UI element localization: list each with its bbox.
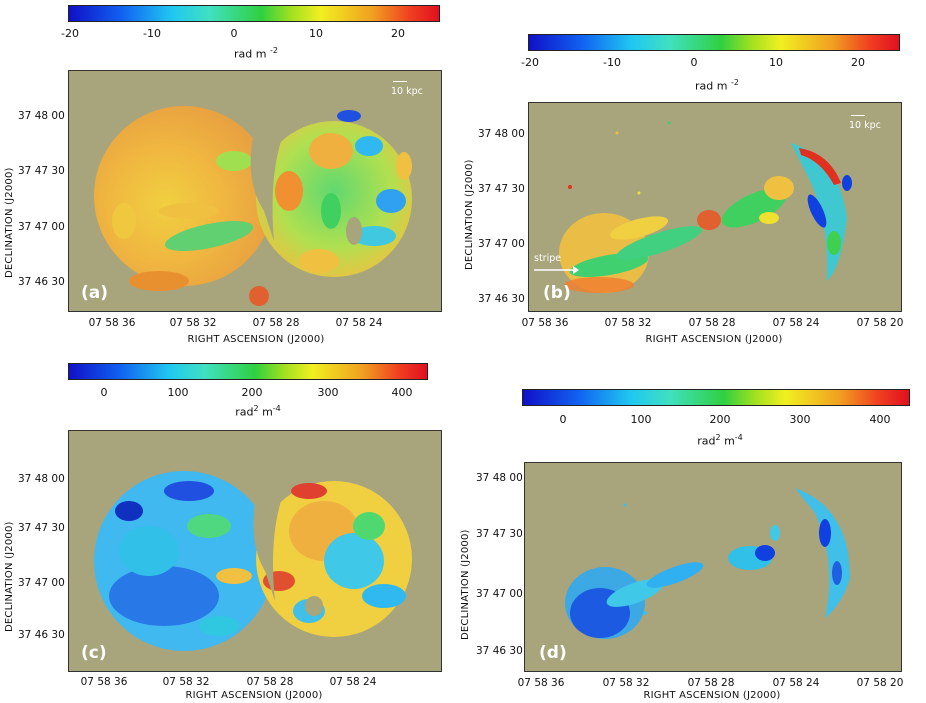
y-tick: 37 48 00: [18, 473, 65, 485]
x-tick: 07 58 24: [329, 676, 377, 688]
colorbar-c: [68, 363, 428, 380]
colorbar-b-tick: -10: [603, 56, 621, 69]
colorbar-b: [528, 34, 900, 51]
y-tick: 37 47 30: [478, 183, 525, 195]
x-tick: 07 58 32: [169, 317, 217, 329]
x-tick: 07 58 36: [521, 317, 569, 329]
map-a-image: [94, 106, 412, 306]
colorbar-c-tick: 0: [100, 386, 108, 399]
y-tick: 37 47 30: [18, 165, 65, 177]
scale-bar-label: 10 kpc: [391, 86, 423, 97]
x-axis-title: RIGHT ASCENSION (J2000): [187, 334, 325, 345]
y-tick: 37 47 30: [476, 528, 523, 540]
y-axis-title: DECLINATION (J2000): [4, 167, 15, 278]
panel-b-label: (b): [543, 283, 571, 303]
x-tick: 07 58 36: [80, 676, 128, 688]
x-tick: 07 58 36: [517, 677, 565, 689]
colorbar-b-tick: 0: [690, 56, 698, 69]
x-tick: 07 58 32: [604, 317, 652, 329]
y-tick: 37 47 00: [18, 221, 65, 233]
map-a: (a) 10 kpc: [68, 70, 442, 312]
colorbar-b-tick: 20: [851, 56, 865, 69]
x-tick: 07 58 28: [246, 676, 294, 688]
colorbar-d-tick: 0: [559, 413, 567, 426]
y-tick: 37 47 00: [18, 577, 65, 589]
stripe-arrow-icon: [534, 266, 579, 274]
colorbar-a-unit: rad m -2: [234, 46, 278, 61]
y-tick: 37 48 00: [478, 128, 525, 140]
colorbar-c-tick: 400: [391, 386, 413, 399]
panel-a-label: (a): [81, 283, 109, 303]
scale-bar-line: [393, 81, 407, 82]
x-tick: 07 58 32: [162, 676, 210, 688]
x-tick: 07 58 28: [252, 317, 300, 329]
y-tick: 37 47 00: [476, 588, 523, 600]
colorbar-c-tick: 200: [241, 386, 263, 399]
colorbar-a-tick: 20: [391, 27, 405, 40]
colorbar-d-tick: 400: [869, 413, 891, 426]
y-axis-title: DECLINATION (J2000): [460, 529, 471, 640]
y-tick: 37 46 30: [478, 293, 525, 305]
x-tick: 07 58 36: [88, 317, 136, 329]
colorbar-a-tick: -20: [61, 27, 79, 40]
y-axis-title: DECLINATION (J2000): [4, 521, 15, 632]
colorbar-b-tick: -20: [521, 56, 539, 69]
colorbar-d-tick: 100: [630, 413, 652, 426]
colorbar-a-tick: 0: [230, 27, 238, 40]
y-tick: 37 46 30: [18, 629, 65, 641]
y-tick: 37 46 30: [18, 276, 65, 288]
x-tick: 07 58 28: [687, 677, 735, 689]
x-axis-title: RIGHT ASCENSION (J2000): [643, 690, 781, 701]
scale-bar-label: 10 kpc: [849, 120, 881, 131]
colorbar-d-tick: 300: [789, 413, 811, 426]
x-tick: 07 58 24: [335, 317, 383, 329]
map-c-image: [94, 471, 412, 651]
scale-bar-a: 10 kpc: [391, 81, 423, 97]
x-tick: 07 58 24: [772, 677, 820, 689]
y-axis-title: DECLINATION (J2000): [464, 159, 475, 270]
panel-d-label: (d): [539, 643, 567, 663]
y-tick: 37 46 30: [476, 645, 523, 657]
colorbar-a-tick: -10: [143, 27, 161, 40]
stripe-annotation: stripe: [534, 253, 562, 264]
colorbar-c-tick: 300: [317, 386, 339, 399]
colorbar-d: [522, 389, 910, 406]
panel-c-label: (c): [81, 643, 107, 663]
x-tick: 07 58 20: [856, 317, 904, 329]
map-b-image: [559, 121, 852, 293]
x-tick: 07 58 28: [688, 317, 736, 329]
colorbar-d-unit: rad2 m-4: [697, 433, 743, 448]
map-d-image: [565, 488, 850, 639]
colorbar-a: [68, 5, 440, 22]
map-b: (b) 10 kpc stripe: [528, 102, 902, 312]
y-tick: 37 47 30: [18, 522, 65, 534]
colorbar-b-tick: 10: [769, 56, 783, 69]
colorbar-d-tick: 200: [709, 413, 731, 426]
scale-bar-line: [851, 115, 865, 116]
y-tick: 37 47 00: [478, 238, 525, 250]
map-d: (d): [524, 462, 902, 672]
y-tick: 37 48 00: [18, 110, 65, 122]
colorbar-a-tick: 10: [309, 27, 323, 40]
colorbar-c-tick: 100: [167, 386, 189, 399]
scale-bar-b: 10 kpc: [849, 115, 881, 131]
x-tick: 07 58 32: [602, 677, 650, 689]
x-tick: 07 58 24: [772, 317, 820, 329]
colorbar-c-unit: rad2 m-4: [235, 404, 281, 419]
x-tick: 07 58 20: [856, 677, 904, 689]
y-tick: 37 48 00: [476, 472, 523, 484]
colorbar-b-unit: rad m -2: [695, 78, 739, 93]
x-axis-title: RIGHT ASCENSION (J2000): [645, 334, 783, 345]
map-c: (c): [68, 430, 442, 672]
x-axis-title: RIGHT ASCENSION (J2000): [185, 690, 323, 701]
